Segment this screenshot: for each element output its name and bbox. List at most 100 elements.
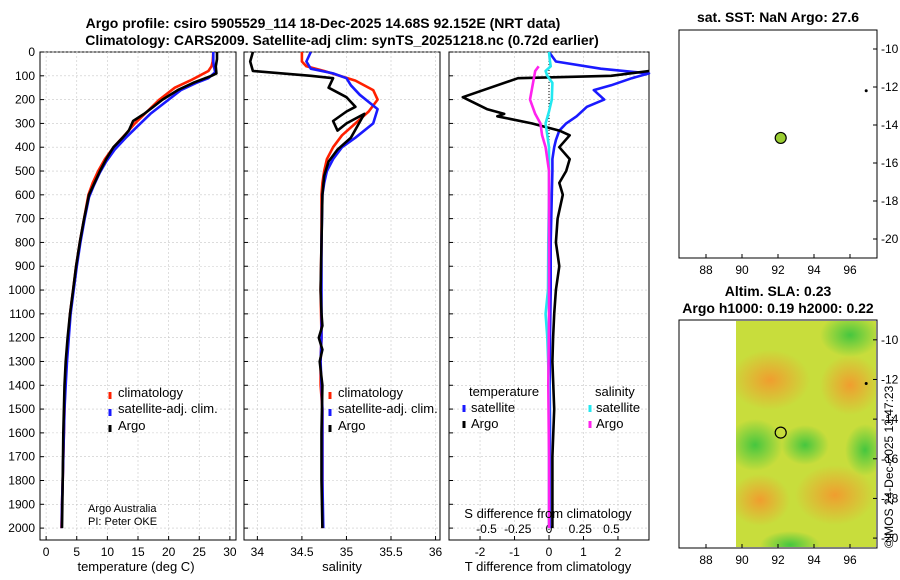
- x-tick-label: 15: [131, 545, 145, 559]
- depth-tick-label: 2000: [8, 521, 35, 535]
- argo-line: [248, 51, 366, 529]
- lat-tick-label: -16: [881, 156, 899, 170]
- sla-low-anomaly: [781, 425, 829, 465]
- lat-tick-label: -20: [881, 232, 899, 246]
- depth-tick-label: 1300: [8, 354, 35, 368]
- lat-tick-label: -14: [881, 412, 899, 426]
- depth-tick-label: 400: [15, 140, 35, 154]
- lon-tick-label: 90: [735, 263, 749, 277]
- lat-tick-label: -16: [881, 452, 899, 466]
- salinity-legend: climatology satellite-adj. clim. Argo: [328, 385, 438, 433]
- x-tick-label: 20: [162, 545, 176, 559]
- sst-map-panel: sat. SST: NaN Argo: 27.6 88 90 92 94 96 -10 -1…: [678, 9, 899, 277]
- lon-tick-label: 92: [771, 553, 785, 567]
- legend-t-satellite-label: satellite: [471, 400, 515, 415]
- depth-tick-label: 1400: [8, 378, 35, 392]
- temperature-legend: climatology satellite-adj. clim. Argo: [108, 385, 218, 433]
- argo-float-marker: [774, 426, 787, 439]
- x-tick-label: 0: [43, 545, 50, 559]
- legend-s-argo-label: Argo: [596, 416, 623, 431]
- s-argo-line: [528, 65, 551, 529]
- sla-high-anomaly: [736, 474, 790, 526]
- sla-high-anomaly: [820, 355, 876, 415]
- legend-salinity-header: salinity: [595, 384, 635, 399]
- legend-argo-label: Argo: [338, 418, 365, 433]
- depth-tick-label: 200: [15, 93, 35, 107]
- lon-tick-label: 88: [699, 263, 713, 277]
- figure-title-line2: Climatology: CARS2009. Satellite-adj cli…: [85, 32, 599, 48]
- timestamp-stamp: ©IMOS 24-Dec-2025 13:47:23: [882, 385, 896, 548]
- depth-tick-label: 1800: [8, 473, 35, 487]
- lon-tick-label: 90: [735, 553, 749, 567]
- legend-argo-label: Argo: [118, 418, 145, 433]
- salinity-xlabel: salinity: [322, 559, 362, 574]
- x-tick-label: 2: [615, 545, 622, 559]
- argo-line: [60, 52, 219, 529]
- sla-low-anomaly: [845, 424, 876, 476]
- x-tick-label: 35: [340, 545, 354, 559]
- x-tick-label: 10: [101, 545, 115, 559]
- x-tick-label: 34.5: [290, 545, 314, 559]
- credit-pi: PI: Peter OKE: [88, 516, 157, 528]
- lon-tick-label: 96: [843, 263, 857, 277]
- lat-tick-label: -18: [881, 491, 899, 505]
- lat-tick-label: -14: [881, 118, 899, 132]
- difference-legend: temperature salinity satellite Argo sate…: [462, 384, 640, 431]
- lon-tick-label: 94: [807, 263, 821, 277]
- lon-tick-label: 96: [843, 553, 857, 567]
- sla-map-title-line1: Altim. SLA: 0.23: [725, 283, 832, 299]
- lon-tick-label: 94: [807, 553, 821, 567]
- depth-tick-label: 1900: [8, 497, 35, 511]
- sla-heatmap: [736, 321, 876, 547]
- lon-tick-label: 88: [699, 553, 713, 567]
- credit-org: Argo Australia: [88, 503, 157, 515]
- sla-low-anomaly: [760, 531, 820, 547]
- depth-tick-label: 1200: [8, 331, 35, 345]
- legend-climatology-label: climatology: [338, 385, 404, 400]
- depth-tick-label: 1500: [8, 402, 35, 416]
- legend-satellite-adj-label: satellite-adj. clim.: [338, 401, 438, 416]
- depth-tick-label: 600: [15, 188, 35, 202]
- x-tick-label: 34: [251, 545, 265, 559]
- legend-s-satellite-label: satellite: [596, 400, 640, 415]
- s-diff-tick-label: -0.5: [476, 522, 497, 536]
- depth-tick-label: 500: [15, 164, 35, 178]
- depth-tick-label: 0: [28, 45, 35, 59]
- x-tick-label: 30: [223, 545, 237, 559]
- depth-tick-label: 300: [15, 116, 35, 130]
- lat-tick-label: -18: [881, 194, 899, 208]
- t-argo-line: [461, 69, 650, 529]
- x-tick-label: -2: [475, 545, 486, 559]
- sla-low-anomaly: [820, 321, 876, 357]
- sla-map-title-line2: Argo h1000: 0.19 h2000: 0.22: [682, 300, 874, 316]
- sla-high-anomaly: [795, 465, 875, 525]
- legend-climatology-label: climatology: [118, 385, 184, 400]
- depth-tick-label: 1100: [9, 307, 35, 321]
- sst-map-frame: [678, 29, 878, 259]
- depth-tick-label: 100: [15, 69, 35, 83]
- x-tick-label: 5: [73, 545, 80, 559]
- salinity-panel: 34 34.5 35 35.5 36 salinity climatology sate…: [243, 51, 443, 574]
- argo-float-marker: [774, 131, 787, 145]
- figure-title-line1: Argo profile: csiro 5905529_114 18-Dec-2…: [86, 15, 561, 31]
- sst-map-title: sat. SST: NaN Argo: 27.6: [697, 9, 859, 25]
- salinity-axes-frame: [243, 51, 441, 541]
- legend-satellite-adj-label: satellite-adj. clim.: [118, 401, 218, 416]
- lat-tick-label: -10: [881, 42, 899, 56]
- depth-tick-label: 800: [15, 235, 35, 249]
- legend-temperature-header: temperature: [469, 384, 539, 399]
- temperature-xlabel: temperature (deg C): [77, 559, 194, 574]
- reference-point-marker: [864, 381, 868, 385]
- x-tick-label: 1: [580, 545, 587, 559]
- depth-tick-label: 1600: [8, 426, 35, 440]
- legend-t-argo-label: Argo: [471, 416, 498, 431]
- x-tick-label: 0: [546, 545, 553, 559]
- x-tick-label: 25: [193, 545, 207, 559]
- sla-high-anomaly: [736, 350, 810, 410]
- x-tick-label: -1: [509, 545, 520, 559]
- lon-tick-label: 92: [771, 263, 785, 277]
- lat-tick-label: -12: [881, 372, 899, 386]
- difference-top-xlabel: S difference from climatology: [464, 506, 632, 521]
